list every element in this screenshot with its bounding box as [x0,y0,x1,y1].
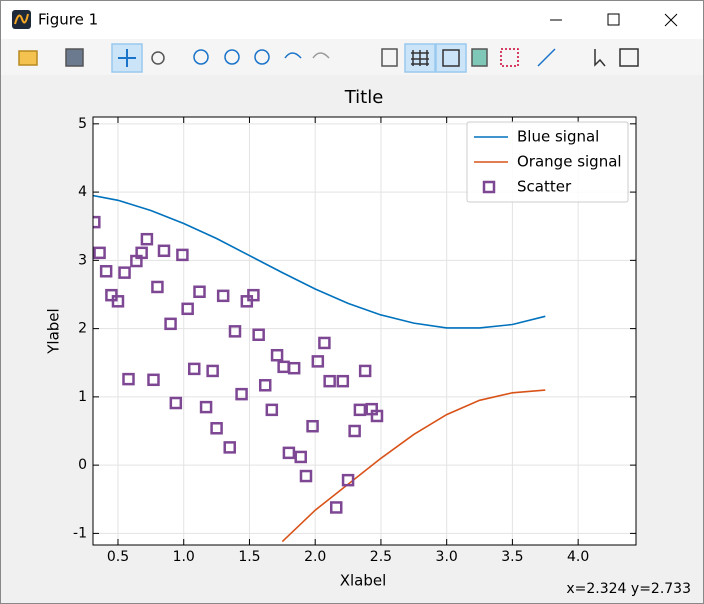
x-tick-label: 1.5 [238,549,260,565]
scatter-point [247,288,260,302]
scatter-point [111,295,125,308]
plot-marks [93,194,546,543]
scatter-point [135,246,148,260]
scatter-point [348,424,361,438]
scatter-point [287,361,301,375]
scatter-point [370,409,384,423]
scatter-point [216,289,230,303]
scatter-point [294,450,307,464]
colormap-button[interactable] [471,48,488,67]
close-button[interactable] [664,13,678,27]
window-title: Figure 1 [38,11,98,29]
y-tick-label: 1 [78,389,87,405]
scatter-point [270,348,284,362]
scatter-point [341,473,355,487]
scatter-point [176,248,189,262]
scatter-point [223,441,236,454]
tight-button[interactable] [500,48,519,67]
scatter-point [147,373,160,387]
undo-button[interactable] [284,52,302,59]
maximize-button[interactable] [607,13,620,26]
y-tick-label: 3 [78,252,87,268]
scatter-point [199,400,213,414]
axes-button[interactable] [381,48,398,67]
scatter-point [187,362,201,376]
scatter-point [358,364,372,378]
x-tick-label: 3.5 [501,549,523,565]
y-tick-label: 5 [78,116,87,132]
scatter-point [353,403,367,417]
y-axis-label: Ylabel [45,308,63,354]
scatter-point [282,446,296,460]
zoom-in-button[interactable] [193,49,209,65]
save-button[interactable] [65,48,84,67]
x-tick-label: 3.0 [436,549,458,565]
line-button[interactable] [537,48,556,67]
scatter-point [206,364,219,378]
scatter-point [306,419,319,433]
scatter-point [265,403,279,417]
x-tick-label: 0.5 [107,549,129,565]
scatter-point [235,387,248,401]
scatter-point [252,328,265,342]
scatter-point [164,317,177,331]
redo-button[interactable] [312,52,330,59]
legend-label: Blue signal [517,128,599,146]
zoom-rect-button[interactable] [151,51,165,65]
grid-icon [411,50,429,66]
y-tick-label: 0 [78,457,87,473]
scatter-point [93,215,101,229]
scatter-point [318,336,331,350]
app-icon-glyph [14,13,29,25]
line-series [93,194,546,329]
x-tick-label: 4.0 [567,549,589,565]
scatter-point [193,285,206,298]
options-button[interactable] [619,48,639,67]
legend-button[interactable] [435,43,467,73]
scatter-point [311,355,325,368]
scatter-point [93,246,106,260]
scatter-point [99,265,113,278]
scatter-point [169,396,183,410]
scatter-point [151,280,164,294]
toolbar-icons [18,43,639,73]
status-text: x=2.324 y=2.733 [566,581,691,597]
chart-title: Title [344,87,384,108]
scatter-point [329,501,343,514]
pan-icon [118,49,136,67]
open-button[interactable] [18,50,38,66]
scatter-point [157,244,171,258]
scatter-point [210,422,223,435]
scatter-point [299,469,313,483]
scatter-point [228,325,242,338]
scatter-point [258,379,272,392]
toolbar [1,39,703,75]
line-series [281,389,546,543]
scatter-point [122,372,135,386]
legend-label: Scatter [517,178,572,196]
legend-marker [482,180,496,194]
legend-icon [442,49,460,67]
y-tick-label: -1 [73,525,87,541]
x-tick-label: 1.0 [173,549,195,565]
scatter-point [118,266,131,279]
scatter-point [140,232,154,246]
select-button[interactable] [594,49,606,67]
y-tick-label: 4 [78,184,87,200]
title-bar [1,1,703,39]
scatter-point [181,302,194,316]
scatter-point [323,374,336,388]
x-tick-label: 2.5 [370,549,392,565]
legend-label: Orange signal [517,153,622,171]
zoom-out-button[interactable] [224,49,240,65]
x-tick-label: 2.0 [304,549,326,565]
legend-box [466,121,629,203]
axes-frame [92,116,637,546]
x-axis-label: Xlabel [340,572,387,590]
y-tick-label: 2 [78,321,87,337]
scatter-point [336,374,350,388]
zoom-fit-button[interactable] [254,49,270,65]
